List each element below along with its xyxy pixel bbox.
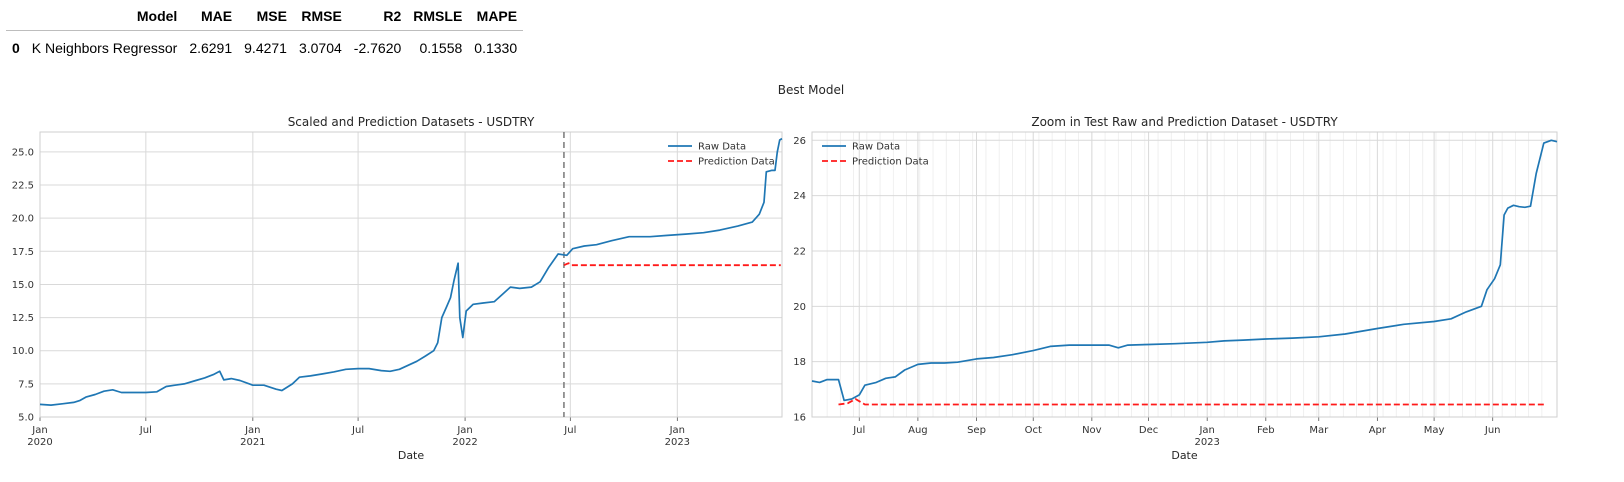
metrics-header-row: Model MAE MSE RMSE R2 RMSLE MAPE bbox=[6, 2, 524, 31]
y-tick-label: 24 bbox=[793, 191, 806, 202]
header-r2: R2 bbox=[347, 2, 408, 31]
x-tick-label: Jan bbox=[244, 425, 260, 436]
header-mape: MAPE bbox=[468, 2, 524, 31]
prediction-data-line bbox=[838, 398, 1544, 406]
x-tick-label: Feb bbox=[1257, 425, 1275, 436]
y-tick-label: 20 bbox=[793, 302, 806, 313]
y-tick-label: 25.0 bbox=[12, 147, 34, 158]
x-tick-label: Nov bbox=[1082, 425, 1102, 436]
row-index: 0 bbox=[12, 40, 20, 56]
legend: Raw Data Prediction Data bbox=[668, 142, 775, 168]
x-tick-label: Apr bbox=[1369, 425, 1387, 436]
figure-suptitle: Best Model bbox=[778, 83, 844, 97]
legend-label: Raw Data bbox=[698, 142, 746, 153]
x-tick-label: Jul bbox=[139, 425, 152, 436]
y-tick-label: 5.0 bbox=[18, 413, 34, 424]
cell-mape: 0.1330 bbox=[474, 40, 518, 56]
x-tick-label: Mar bbox=[1309, 425, 1329, 436]
x-tick-label: Jun bbox=[1484, 425, 1501, 436]
x-tick-sublabel: 2023 bbox=[1194, 437, 1219, 448]
y-tick-label: 18 bbox=[793, 357, 806, 368]
y-tick-label: 16 bbox=[793, 413, 806, 424]
cell-rmse: 3.0704 bbox=[298, 40, 342, 56]
x-tick-label: Jul bbox=[351, 425, 364, 436]
raw-data-line bbox=[39, 137, 783, 406]
plot-frame bbox=[811, 131, 1558, 418]
x-tick-label: Jan bbox=[31, 425, 47, 436]
chart-title: Zoom in Test Raw and Prediction Dataset … bbox=[1031, 115, 1338, 129]
x-tick-sublabel: 2020 bbox=[27, 437, 52, 448]
x-tick-sublabel: 2023 bbox=[665, 437, 690, 448]
header-index bbox=[6, 2, 26, 31]
header-mse: MSE bbox=[238, 2, 293, 31]
table-row: 0 K Neighbors Regressor 2.6291 9.4271 3.… bbox=[6, 31, 523, 61]
cell-model: K Neighbors Regressor bbox=[31, 40, 178, 56]
cell-mse: 9.4271 bbox=[244, 40, 287, 56]
y-tick-label: 10.0 bbox=[12, 346, 34, 357]
x-tick-label: Dec bbox=[1139, 425, 1158, 436]
x-axis-label: Date bbox=[1171, 449, 1198, 462]
header-rmsle: RMSLE bbox=[407, 2, 469, 31]
y-tick-label: 17.5 bbox=[12, 247, 34, 258]
legend: Raw Data Prediction Data bbox=[822, 142, 929, 168]
x-tick-label: Jul bbox=[852, 425, 865, 436]
x-tick-sublabel: 2021 bbox=[240, 437, 265, 448]
y-tick-label: 22.5 bbox=[12, 181, 34, 192]
legend-label: Prediction Data bbox=[852, 157, 929, 168]
x-tick-label: Jul bbox=[563, 425, 576, 436]
x-tick-label: Oct bbox=[1025, 425, 1042, 436]
header-rmse: RMSE bbox=[292, 2, 348, 31]
y-tick-label: 7.5 bbox=[18, 379, 34, 390]
raw-data-line bbox=[811, 139, 1558, 402]
x-tick-label: Jan bbox=[456, 425, 472, 436]
prediction-data-line bbox=[563, 262, 781, 267]
y-tick-label: 20.0 bbox=[12, 214, 34, 225]
metrics-table: Model MAE MSE RMSE R2 RMSLE MAPE 0 K Nei… bbox=[6, 2, 524, 61]
x-tick-label: May bbox=[1424, 425, 1445, 436]
chart-title: Scaled and Prediction Datasets - USDTRY bbox=[288, 115, 535, 129]
x-tick-label: Jan bbox=[1198, 425, 1214, 436]
legend-label: Raw Data bbox=[852, 142, 900, 153]
y-tick-label: 12.5 bbox=[12, 313, 34, 324]
header-mae: MAE bbox=[183, 2, 239, 31]
y-tick-label: 22 bbox=[793, 246, 806, 257]
x-tick-label: Sep bbox=[967, 425, 986, 436]
legend-label: Prediction Data bbox=[698, 157, 775, 168]
x-tick-label: Aug bbox=[908, 425, 928, 436]
plot-frame bbox=[39, 131, 783, 418]
cell-mae: 2.6291 bbox=[189, 40, 233, 56]
x-tick-label: Jan bbox=[669, 425, 685, 436]
cell-r2: -2.7620 bbox=[353, 40, 402, 56]
x-tick-sublabel: 2022 bbox=[452, 437, 477, 448]
y-tick-label: 15.0 bbox=[12, 280, 34, 291]
y-tick-label: 26 bbox=[793, 136, 806, 147]
x-axis-label: Date bbox=[398, 449, 425, 462]
header-model: Model bbox=[25, 2, 184, 31]
cell-rmsle: 0.1558 bbox=[419, 40, 463, 56]
